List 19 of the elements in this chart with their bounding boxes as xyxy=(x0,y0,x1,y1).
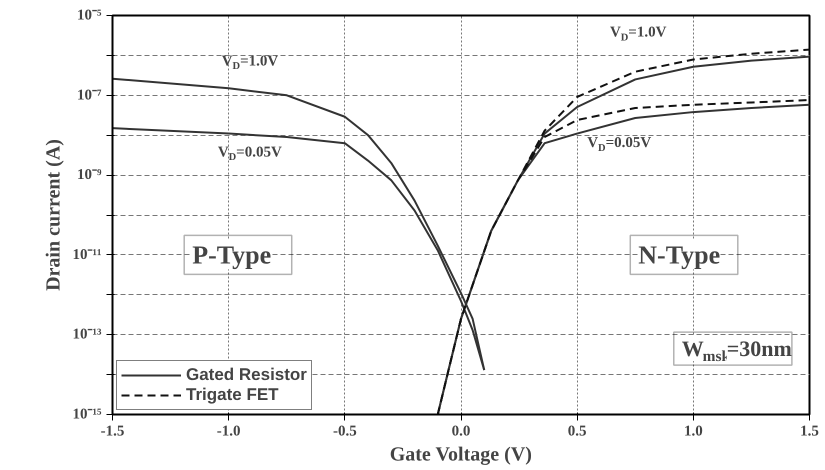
annotation: N-Type xyxy=(638,240,720,270)
x-axis-title: Gate Voltage (V) xyxy=(390,444,532,466)
legend-label: Gated Resistor xyxy=(186,365,307,385)
x-tick-label: 1.0 xyxy=(684,424,703,440)
x-tick-label: 0.5 xyxy=(568,424,587,440)
x-tick-label: -0.5 xyxy=(332,424,357,440)
y-tick-label: 10⁻¹¹ xyxy=(72,246,102,263)
x-tick-label: 0.0 xyxy=(452,424,470,440)
legend-label: Trigate FET xyxy=(186,385,279,405)
y-tick-label: 10⁻¹³ xyxy=(72,326,102,343)
y-tick-label: 10⁻⁷ xyxy=(77,87,102,104)
x-tick-label: -1.5 xyxy=(100,424,124,440)
y-tick-label: 10⁻¹⁵ xyxy=(72,406,102,422)
x-tick-label: 1.5 xyxy=(800,424,819,440)
y-tick-label: 10⁻⁹ xyxy=(77,167,102,184)
y-tick-label: 10⁻⁵ xyxy=(77,8,102,24)
x-tick-label: -1.0 xyxy=(216,424,241,440)
y-axis-title: Drain current (A) xyxy=(42,139,65,291)
annotation: P-Type xyxy=(192,240,272,270)
